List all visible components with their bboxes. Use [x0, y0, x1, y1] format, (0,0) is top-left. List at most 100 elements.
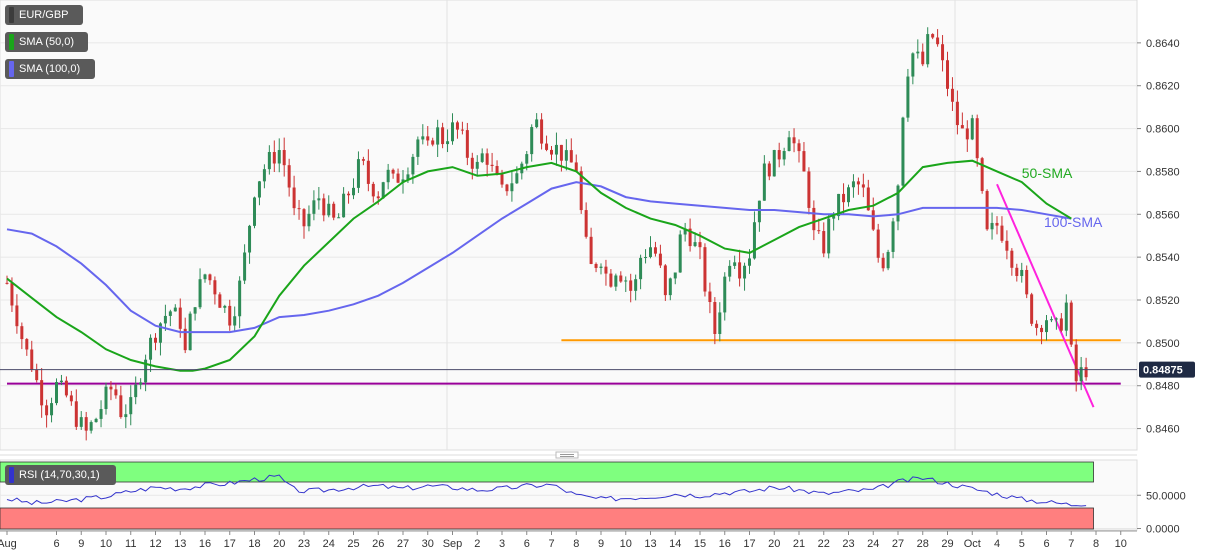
candle-body [421, 136, 425, 140]
candle-body [94, 418, 98, 423]
candle-body [134, 384, 138, 398]
candle-body [851, 181, 855, 188]
instrument-legend[interactable]: EUR/GBP [5, 5, 83, 25]
price-tick-label: 0.8620 [1146, 81, 1180, 93]
price-tick-label: 0.8460 [1146, 424, 1180, 436]
date-tick-label: 24 [867, 538, 879, 550]
candle-body [545, 143, 549, 150]
candle-body [154, 337, 157, 343]
candle-body [322, 198, 326, 216]
candle-body [1040, 327, 1044, 333]
candle-body [693, 242, 697, 247]
date-axis: Aug 6 9 10 11 12 13 16 17 18 20 23 24 25 26 27 30 Sep 2 3 6 7… [0, 530, 1137, 550]
date-tick-label: 4 [994, 538, 1000, 550]
candle-body [381, 182, 385, 199]
candle-body [45, 405, 49, 416]
date-tick-label: 28 [917, 538, 929, 550]
date-tick-label: 20 [768, 538, 780, 550]
rsi-legend[interactable]: RSI (14,70,30,1) [5, 465, 116, 485]
last-price-tag: 0.84875 [0, 361, 1195, 378]
date-tick-label: 8 [573, 538, 579, 550]
candle-body [10, 283, 14, 306]
date-tick-label: 2 [474, 538, 480, 550]
pane-splitter-handle[interactable] [0, 451, 1137, 459]
candle-body [485, 153, 489, 165]
candle-body [267, 152, 271, 170]
sma50-swatch [9, 34, 14, 50]
candle-body [99, 409, 103, 419]
candle-body [277, 150, 281, 164]
rsi-overbought-zone [0, 461, 1094, 483]
price-tick-label: 0.8600 [1146, 124, 1180, 136]
sma100-annotation: 100-SMA [1044, 214, 1103, 230]
candle-body [104, 386, 108, 410]
candle-body [79, 417, 83, 427]
candle-body [787, 137, 791, 152]
candle-body [668, 278, 672, 296]
sma100-legend[interactable]: SMA (100,0) [5, 59, 95, 79]
candle-body [916, 51, 920, 54]
candle-body [550, 149, 553, 155]
candle-body [342, 193, 346, 218]
candle-body [708, 291, 712, 303]
candle-body [262, 169, 266, 182]
instrument-swatch [9, 7, 14, 23]
candle-body [475, 161, 479, 169]
candle-body [574, 162, 578, 172]
candle-body [223, 305, 227, 308]
candle-body [658, 253, 662, 266]
date-tick-label: 10 [1115, 538, 1127, 550]
candle-body [455, 122, 459, 130]
candle-body [292, 187, 296, 209]
sma100-label: SMA (100,0) [19, 63, 81, 75]
date-tick-label: 30 [422, 538, 434, 550]
candle-body [327, 203, 331, 216]
date-tick-label: 9 [598, 538, 604, 550]
rsi-oversold-zone [0, 507, 1094, 530]
candle-body [822, 231, 826, 254]
candle-body [124, 414, 128, 418]
candle-body [198, 279, 202, 308]
candle-body [876, 229, 880, 258]
candle-body [213, 280, 217, 295]
candle-body [297, 208, 301, 210]
candle-body [89, 422, 93, 431]
candle-body [990, 222, 994, 230]
candle-body [35, 369, 39, 381]
candle-body [1064, 302, 1068, 331]
candle-body [564, 150, 568, 161]
candle-body [1069, 302, 1073, 345]
candle-body [980, 158, 984, 192]
candle-body [272, 152, 276, 164]
candle-body [847, 187, 850, 203]
candle-body [243, 252, 247, 281]
candle-body [866, 187, 870, 211]
candle-body [317, 198, 321, 201]
candle-body [1015, 267, 1019, 277]
candle-body [248, 225, 252, 253]
sma50-legend[interactable]: SMA (50,0) [5, 32, 88, 52]
candle-body [446, 141, 450, 145]
date-tick-label: 10 [620, 538, 632, 550]
candle-body [653, 247, 657, 254]
date-tick-label: 12 [149, 538, 161, 550]
instrument-label: EUR/GBP [19, 9, 69, 21]
candle-body [970, 118, 974, 140]
candle-body [426, 136, 430, 141]
candle-body [738, 262, 742, 279]
candle-body [129, 397, 133, 415]
candle-body [515, 173, 519, 184]
candle-body [965, 128, 969, 140]
date-tick-label: 26 [372, 538, 384, 550]
rsi-pane: 50.0000 0.0000 [0, 459, 1186, 536]
candle-body [74, 401, 78, 427]
price-axis: 0.8640 0.8620 0.8600 0.8580 0.8560 0.8540 0.85… [1137, 38, 1180, 436]
candle-body [15, 305, 19, 327]
candle-body [723, 276, 727, 313]
candle-body [253, 197, 256, 226]
candle-body [569, 150, 573, 163]
candle-body [896, 185, 900, 222]
candle-body [540, 119, 544, 144]
date-tick-label: 18 [248, 538, 260, 550]
candle-body [634, 279, 638, 291]
